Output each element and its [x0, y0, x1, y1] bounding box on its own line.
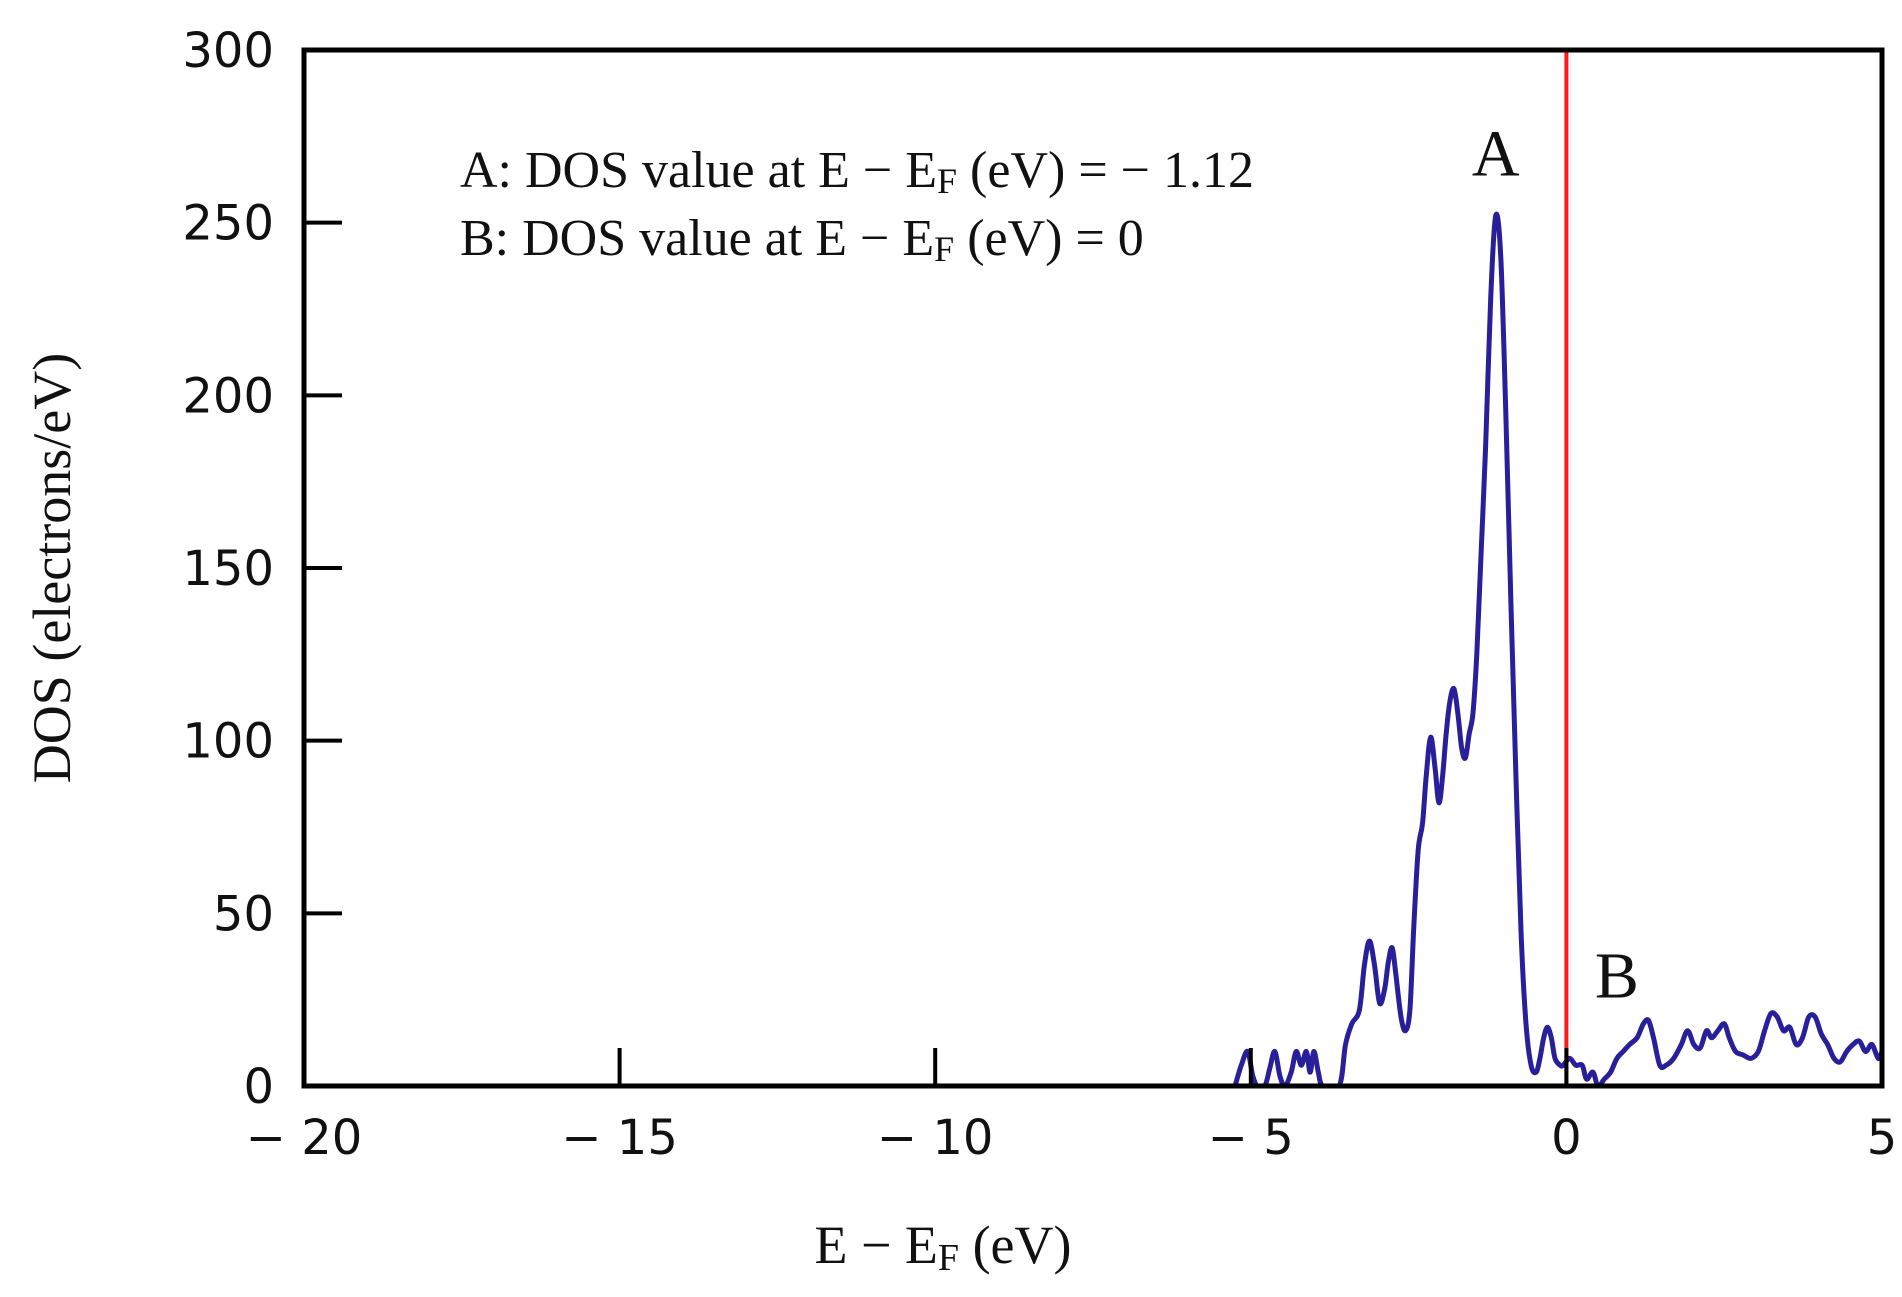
peak-label-a: A	[1472, 118, 1520, 191]
annotation-line-a: A: DOS value at E − EF (eV) = − 1.12	[460, 142, 1254, 201]
x-axis-label-main: E − E	[814, 1215, 937, 1275]
x-tick-label: 0	[1551, 1110, 1582, 1166]
x-tick-label: − 20	[246, 1110, 363, 1166]
y-axis-tick-labels: 0 50 100 150 200 250 300	[182, 23, 274, 1115]
x-axis-label-sub: F	[938, 1237, 959, 1279]
y-tick-label: 300	[182, 23, 274, 79]
peak-label-b: B	[1595, 939, 1639, 1012]
y-tick-label: 50	[213, 886, 274, 942]
y-tick-label: 150	[182, 541, 274, 597]
annotation-line-b-post: (eV) = 0	[954, 210, 1144, 267]
x-tick-label: − 10	[877, 1110, 994, 1166]
annotation-line-a-post: (eV) = − 1.12	[957, 142, 1254, 199]
annotation-line-a-sub: F	[937, 161, 957, 201]
y-tick-label: 100	[182, 714, 274, 770]
series-layer	[1232, 211, 1882, 1086]
x-axis-label-unit: (eV)	[959, 1215, 1071, 1275]
x-axis-tick-labels: − 20 − 15 − 10 − 5 0 5	[246, 1110, 1898, 1166]
x-tick-label: − 15	[561, 1110, 678, 1166]
annotation-line-a-pre: A: DOS value at E − E	[460, 142, 937, 199]
y-axis-label: DOS (electrons/eV)	[22, 353, 82, 783]
y-axis-ticks	[304, 220, 342, 916]
x-axis-ticks	[617, 1048, 1569, 1086]
annotation-line-b: B: DOS value at E − EF (eV) = 0	[460, 210, 1144, 269]
annotation-line-b-pre: B: DOS value at E − E	[460, 210, 934, 267]
annotation-line-b-sub: F	[934, 229, 954, 269]
y-tick-label: 200	[182, 368, 274, 424]
x-tick-label: 5	[1867, 1110, 1898, 1166]
x-tick-label: − 5	[1208, 1110, 1294, 1166]
y-tick-label: 250	[182, 196, 274, 252]
dos-series-line	[1232, 211, 1882, 1086]
y-tick-label: 0	[243, 1059, 274, 1115]
x-axis-label: E − EF (eV)	[814, 1215, 1071, 1279]
